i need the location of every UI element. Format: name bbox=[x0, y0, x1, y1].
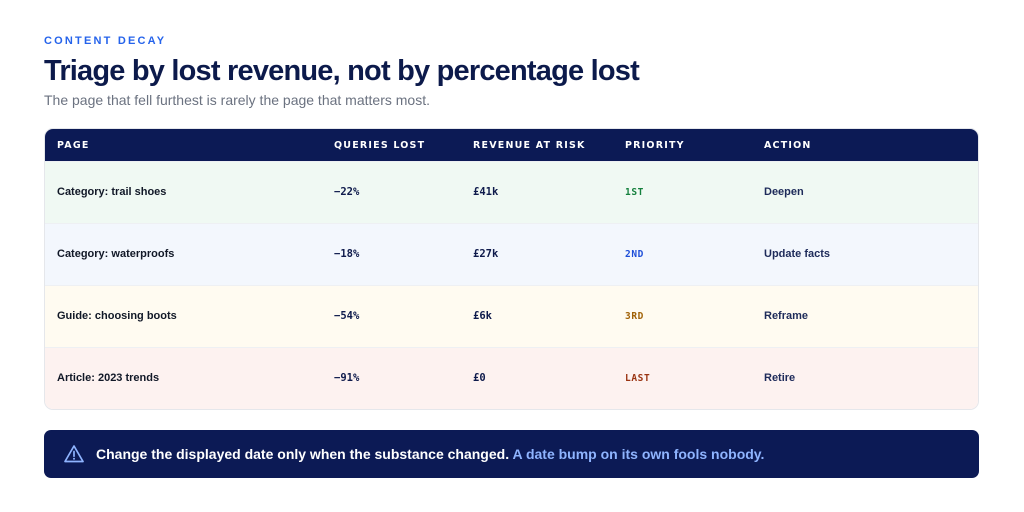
cell-priority: 2ND bbox=[625, 249, 644, 260]
eyebrow-label: CONTENT DECAY bbox=[44, 35, 167, 47]
column-header-page: PAGE bbox=[57, 140, 90, 151]
cell-page: Category: trail shoes bbox=[57, 186, 167, 198]
table-row: Article: 2023 trends −91% £0 LAST Retire bbox=[45, 347, 978, 409]
table-header: PAGE QUERIES LOST REVENUE AT RISK PRIORI… bbox=[45, 129, 978, 161]
table-row: Guide: choosing boots −54% £6k 3RD Refra… bbox=[45, 285, 978, 347]
callout-banner: Change the displayed date only when the … bbox=[44, 430, 979, 478]
column-header-priority: PRIORITY bbox=[625, 140, 685, 151]
cell-action: Reframe bbox=[764, 310, 809, 322]
cell-action: Update facts bbox=[764, 248, 831, 260]
column-header-revenue-at-risk: REVENUE AT RISK bbox=[473, 140, 586, 151]
callout-text: Change the displayed date only when the … bbox=[96, 446, 510, 462]
cell-page: Category: waterproofs bbox=[57, 248, 175, 260]
cell-revenue-at-risk: £0 bbox=[473, 372, 486, 384]
cell-action: Retire bbox=[764, 372, 796, 384]
table-row: Category: trail shoes −22% £41k 1ST Deep… bbox=[45, 161, 978, 223]
cell-priority: 3RD bbox=[625, 311, 644, 322]
cell-revenue-at-risk: £41k bbox=[473, 186, 499, 198]
cell-priority: LAST bbox=[625, 373, 651, 384]
cell-revenue-at-risk: £6k bbox=[473, 310, 492, 322]
page-title: Triage by lost revenue, not by percentag… bbox=[44, 55, 640, 87]
warning-icon bbox=[64, 445, 84, 463]
callout-highlight: A date bump on its own fools nobody. bbox=[512, 446, 765, 462]
cell-queries-lost: −22% bbox=[334, 186, 360, 198]
cell-page: Article: 2023 trends bbox=[57, 372, 160, 384]
cell-priority: 1ST bbox=[625, 187, 644, 198]
table-row: Category: waterproofs −18% £27k 2ND Upda… bbox=[45, 223, 978, 285]
column-header-action: ACTION bbox=[764, 140, 812, 151]
cell-page: Guide: choosing boots bbox=[57, 310, 177, 322]
callout-message: Change the displayed date only when the … bbox=[96, 446, 764, 462]
cell-queries-lost: −54% bbox=[334, 310, 360, 322]
page-subtitle: The page that fell furthest is rarely th… bbox=[44, 92, 430, 108]
cell-action: Deepen bbox=[764, 186, 804, 198]
cell-revenue-at-risk: £27k bbox=[473, 248, 499, 260]
triage-table: PAGE QUERIES LOST REVENUE AT RISK PRIORI… bbox=[44, 128, 979, 410]
cell-queries-lost: −18% bbox=[334, 248, 360, 260]
cell-queries-lost: −91% bbox=[334, 372, 360, 384]
column-header-queries-lost: QUERIES LOST bbox=[334, 140, 426, 151]
